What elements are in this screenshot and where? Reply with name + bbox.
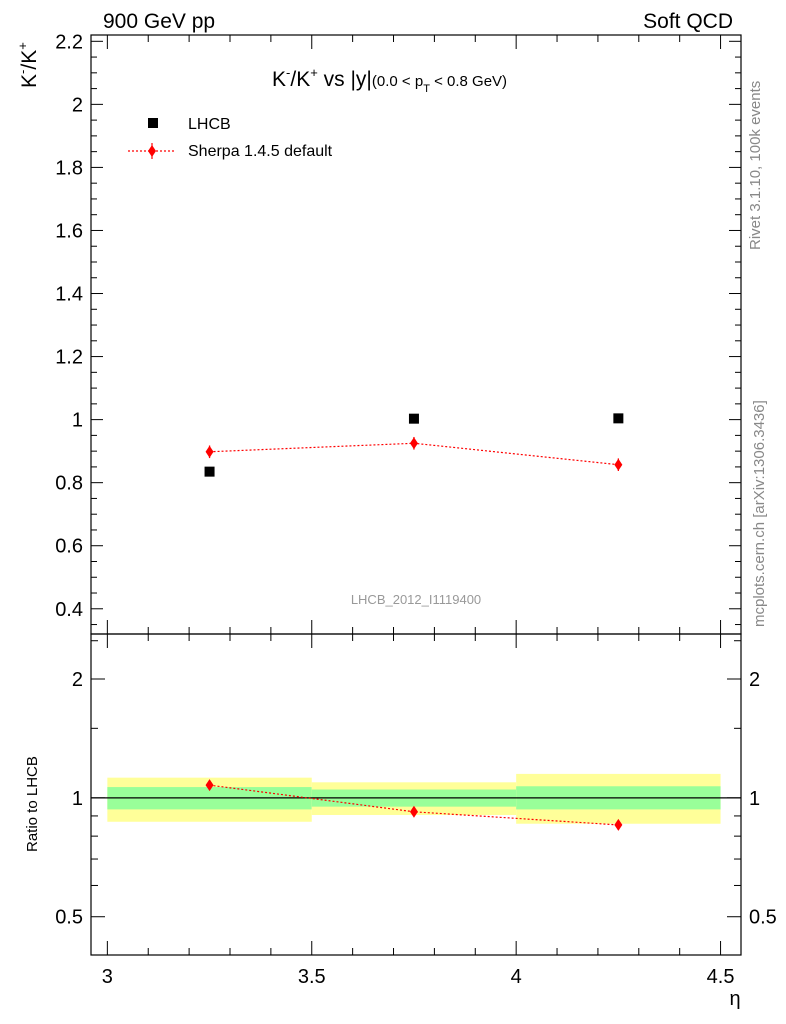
ratio-sherpa-point	[205, 779, 214, 792]
main-ytick-label: 1	[72, 410, 83, 432]
title-cut-close: < 0.8 GeV)	[430, 73, 507, 90]
main-ytick-label: 1.6	[55, 220, 83, 242]
legend-sherpa-marker	[148, 145, 156, 157]
main-marks	[204, 413, 624, 477]
legend-lhcb-marker	[148, 118, 158, 128]
main-ytick-label: 1.4	[55, 284, 83, 306]
ratio-sherpa-line	[209, 784, 619, 826]
ylabel-k: K	[18, 74, 41, 88]
main-axes: 0.4 0.6 0.8 1 1.2 1.4 1.6 1.8 2 2.2	[55, 31, 742, 635]
main-ylabel: K-/K+	[15, 42, 41, 88]
ratio-ytick-label-right: 1	[749, 788, 760, 810]
ratio-ylabel: Ratio to LHCB	[24, 756, 41, 852]
legend-lhcb-label: LHCB	[188, 116, 231, 133]
title-cut-open: (0.0 < p	[372, 73, 423, 90]
main-ytick-label: 1.2	[55, 347, 83, 369]
process-label: Soft QCD	[643, 10, 733, 33]
title-slash-k: /K	[290, 68, 310, 91]
lhcb-point	[204, 466, 215, 477]
x-tick-label: 4.5	[707, 966, 735, 988]
ratio-ytick-label: 0.5	[55, 907, 83, 929]
x-axis-label: η	[729, 988, 740, 1010]
lhcb-point	[408, 413, 419, 424]
sherpa-point	[614, 458, 623, 471]
ylabel-sup-plus: +	[15, 42, 30, 50]
energy-label: 900 GeV pp	[103, 10, 215, 33]
legend-sherpa-label: Sherpa 1.4.5 default	[188, 143, 333, 160]
main-panel: K-/K+ vs |y|(0.0 < pT < 0.8 GeV) LHCB Sh…	[15, 31, 742, 635]
main-ytick-label: 0.6	[55, 536, 83, 558]
ratio-axes: 0.5 0.5 1 1 2 2 3 3.5 4 4.5	[55, 633, 777, 988]
ratio-sherpa-point	[409, 805, 418, 818]
title-sup-minus: -	[286, 65, 290, 80]
ratio-ytick-label-right: 2	[749, 669, 760, 691]
title-k: K	[272, 68, 286, 91]
main-ytick-label: 1.8	[55, 157, 83, 179]
ratio-marks	[205, 779, 623, 831]
x-tick-label: 4	[511, 966, 522, 988]
title-cut-sub: T	[423, 83, 430, 95]
legend: LHCB Sherpa 1.4.5 default	[128, 116, 333, 160]
mcplots-label: mcplots.cern.ch [arXiv:1306.3436]	[751, 400, 768, 627]
sherpa-point	[205, 445, 214, 458]
ratio-bands	[91, 773, 741, 824]
ylabel-sup-minus: -	[15, 70, 30, 74]
ylabel-slash-k: /K	[18, 50, 41, 70]
analysis-id: LHCB_2012_I1119400	[351, 592, 481, 607]
ratio-ytick-label-right: 0.5	[749, 907, 777, 929]
sherpa-point	[409, 437, 418, 450]
main-ytick-label: 2.2	[55, 31, 83, 53]
rivet-label: Rivet 3.1.10, 100k events	[747, 81, 764, 250]
ratio-ytick-label: 2	[72, 669, 83, 691]
title-vs: vs |y|	[318, 68, 372, 91]
lhcb-point	[613, 413, 624, 424]
main-title: K-/K+ vs |y|(0.0 < pT < 0.8 GeV)	[272, 65, 507, 95]
main-ytick-label: 0.8	[55, 473, 83, 495]
ratio-sherpa-point	[614, 818, 623, 831]
main-ytick-label: 0.4	[55, 599, 83, 621]
x-tick-label: 3	[102, 966, 113, 988]
main-ytick-label: 2	[72, 94, 83, 116]
ratio-ytick-label: 1	[72, 788, 83, 810]
ratio-panel: 0.5 0.5 1 1 2 2 3 3.5 4 4.5 Ratio to LHCB η	[24, 633, 777, 1010]
title-sup-plus: +	[310, 65, 318, 80]
ratio-frame	[90, 633, 742, 956]
x-tick-label: 3.5	[298, 966, 326, 988]
